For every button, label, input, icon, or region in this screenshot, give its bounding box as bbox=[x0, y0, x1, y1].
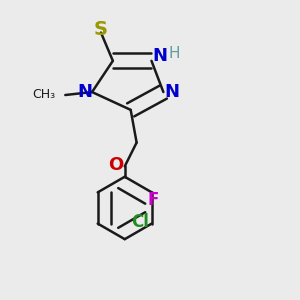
Text: N: N bbox=[152, 47, 167, 65]
Text: Cl: Cl bbox=[131, 213, 149, 231]
Text: CH₃: CH₃ bbox=[32, 88, 55, 100]
Text: N: N bbox=[165, 83, 180, 101]
Text: H: H bbox=[168, 46, 179, 61]
Text: O: O bbox=[108, 156, 123, 174]
Text: F: F bbox=[148, 191, 159, 209]
Text: S: S bbox=[94, 20, 108, 39]
Text: N: N bbox=[77, 83, 92, 101]
